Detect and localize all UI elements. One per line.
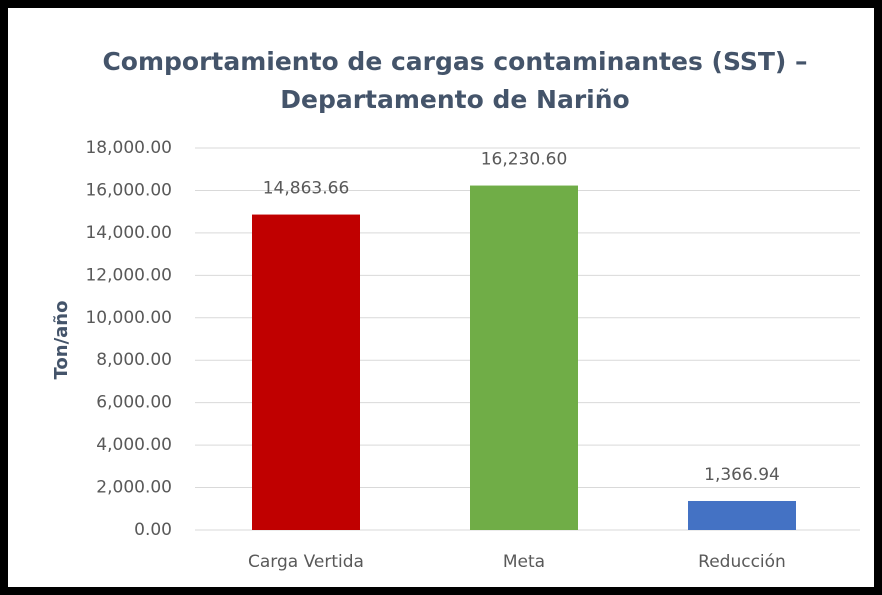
value-label: 14,863.66 [263, 179, 350, 199]
value-label: 16,230.60 [481, 150, 568, 170]
y-tick-label: 12,000.00 [85, 265, 172, 285]
y-axis-label: Ton/año [51, 301, 72, 380]
y-tick-label: 10,000.00 [85, 308, 172, 328]
x-tick-label: Reducción [698, 552, 786, 572]
bar [688, 500, 796, 530]
chart-title: Departamento de Nariño [280, 85, 629, 114]
bar [252, 214, 360, 530]
y-tick-label: 6,000.00 [96, 393, 172, 413]
value-label: 1,366.94 [704, 465, 780, 485]
y-tick-label: 14,000.00 [85, 223, 172, 243]
chart-title: Comportamiento de cargas contaminantes (… [102, 47, 807, 76]
y-tick-label: 0.00 [134, 520, 172, 540]
y-tick-label: 18,000.00 [85, 138, 172, 158]
y-tick-label: 2,000.00 [96, 478, 172, 498]
y-tick-label: 4,000.00 [96, 435, 172, 455]
y-tick-label: 8,000.00 [96, 350, 172, 370]
x-tick-label: Meta [503, 552, 545, 572]
x-tick-label: Carga Vertida [248, 552, 364, 572]
y-tick-label: 16,000.00 [85, 180, 172, 200]
bar [470, 185, 578, 530]
